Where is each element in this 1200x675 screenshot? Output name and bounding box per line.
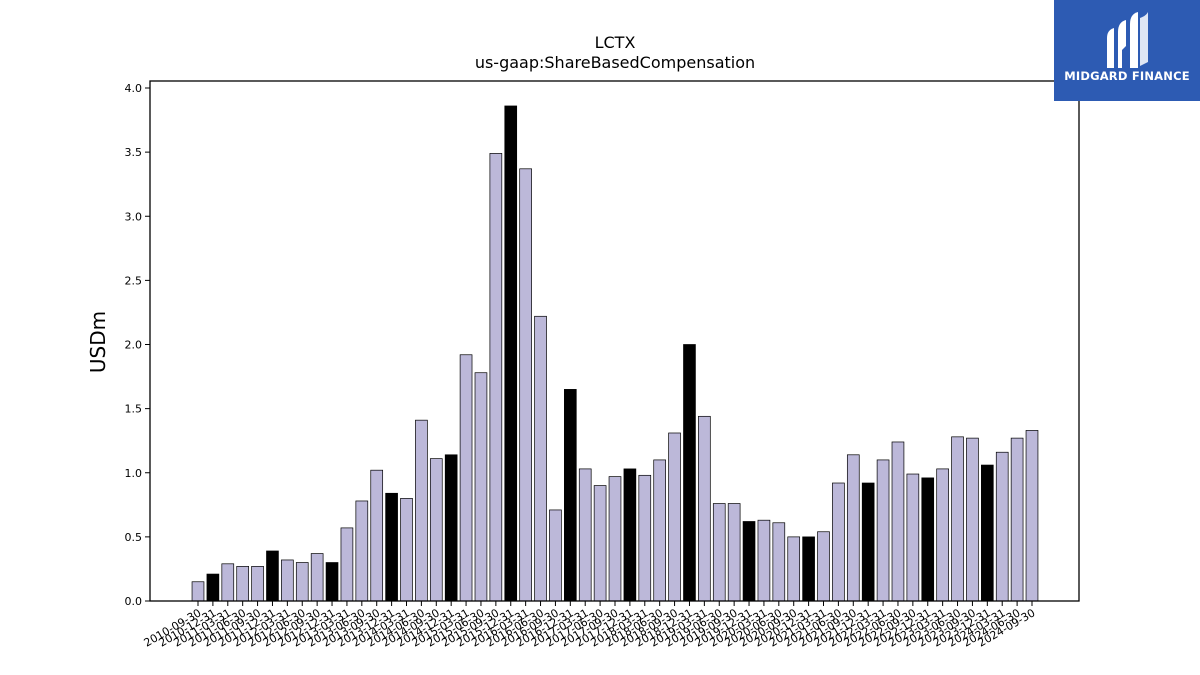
bar-2021-03-31 <box>817 531 830 602</box>
bar-2017-03-31 <box>578 468 592 602</box>
bar-2024-09-30 <box>1025 430 1039 602</box>
y-tick-label: 3.0 <box>125 210 143 223</box>
plot-frame <box>149 80 1080 602</box>
bar-2014-06-30 <box>415 419 428 602</box>
bar-2015-09-30 <box>489 153 503 602</box>
x-ticks-group: 2010-09-302010-12-312011-03-312011-06-30… <box>142 601 1038 650</box>
bar-2013-03-31 <box>340 527 354 602</box>
y-ticks-group: 0.0 0.5 1.0 1.5 2.0 2.5 3.0 3.5 4.0 <box>125 82 150 608</box>
bar-2024-03-31 <box>995 451 1009 602</box>
bar-2019-12-31 <box>742 521 756 602</box>
bar-2017-12-31 <box>623 468 637 602</box>
bar-2023-03-31 <box>936 468 949 602</box>
bar-2020-09-30 <box>787 536 801 602</box>
bar-2017-06-30 <box>593 485 607 602</box>
midgard-logo-icon <box>1107 12 1148 68</box>
y-tick-label: 1.0 <box>125 467 143 480</box>
bar-2024-06-30 <box>1010 437 1024 602</box>
bar-2020-03-31 <box>757 519 771 602</box>
y-tick-label: 4.0 <box>125 82 143 95</box>
bar-2010-09-30 <box>191 581 205 602</box>
bar-2013-12-31 <box>385 492 398 602</box>
bar-2014-12-31 <box>444 454 458 602</box>
bar-2016-09-30 <box>549 509 562 602</box>
bar-2023-12-31 <box>981 464 994 602</box>
y-tick-label: 3.5 <box>125 146 143 159</box>
bar-2018-12-31 <box>683 344 696 602</box>
bar-2014-03-31 <box>400 498 413 602</box>
bars-group <box>191 105 1039 602</box>
bar-2015-12-31 <box>504 105 518 602</box>
y-tick-label: 0.5 <box>125 531 143 544</box>
bar-2020-12-31 <box>802 536 815 602</box>
bar-2013-06-30 <box>355 500 369 602</box>
bar-2022-06-30 <box>891 441 905 602</box>
bar-2019-09-30 <box>727 503 741 602</box>
bar-2020-06-30 <box>772 522 786 602</box>
brand-logo-text: MIDGARD FINANCE <box>1064 69 1190 83</box>
bar-2015-03-31 <box>459 354 473 602</box>
bar-2012-06-30 <box>295 562 309 602</box>
bar-2018-09-30 <box>668 432 681 602</box>
y-tick-label: 2.5 <box>125 274 143 287</box>
bar-2021-06-30 <box>832 482 845 602</box>
bar-2012-09-30 <box>310 553 324 602</box>
bar-2016-06-30 <box>534 315 547 602</box>
chart-subtitle: us-gaap:ShareBasedCompensation <box>475 53 755 72</box>
bar-2022-12-31 <box>921 477 935 602</box>
y-tick-label: 1.5 <box>125 403 143 416</box>
bar-2012-03-31 <box>281 559 294 602</box>
bar-2013-09-30 <box>370 469 384 602</box>
bar-2022-03-31 <box>876 459 890 602</box>
y-tick-label: 2.0 <box>125 339 143 352</box>
bar-2014-09-30 <box>429 458 443 602</box>
bar-2018-06-30 <box>653 459 666 602</box>
bar-2019-03-31 <box>698 415 711 602</box>
bar-2019-06-30 <box>712 503 726 602</box>
bar-2017-09-30 <box>608 476 622 602</box>
brand-logo: MIDGARD FINANCE <box>1054 0 1200 101</box>
bar-2011-09-30 <box>251 566 264 602</box>
bar-2018-03-31 <box>638 474 652 602</box>
y-tick-label: 0.0 <box>125 595 143 608</box>
bar-2021-12-31 <box>861 482 875 602</box>
y-axis-label: USDm <box>86 311 110 373</box>
bar-2011-06-30 <box>236 566 249 602</box>
bar-2021-09-30 <box>846 454 860 602</box>
bar-2016-03-31 <box>519 168 532 602</box>
bar-2012-12-31 <box>325 562 339 602</box>
bar-2023-09-30 <box>966 437 979 602</box>
bar-2022-09-30 <box>906 473 920 602</box>
bar-2016-12-31 <box>564 389 577 602</box>
chart-title: LCTX <box>595 33 636 52</box>
bar-2011-12-31 <box>266 550 279 602</box>
bar-2023-06-30 <box>951 436 964 602</box>
bar-2015-06-30 <box>474 372 488 602</box>
bar-2010-12-31 <box>206 573 220 602</box>
bar-2011-03-31 <box>221 563 235 602</box>
